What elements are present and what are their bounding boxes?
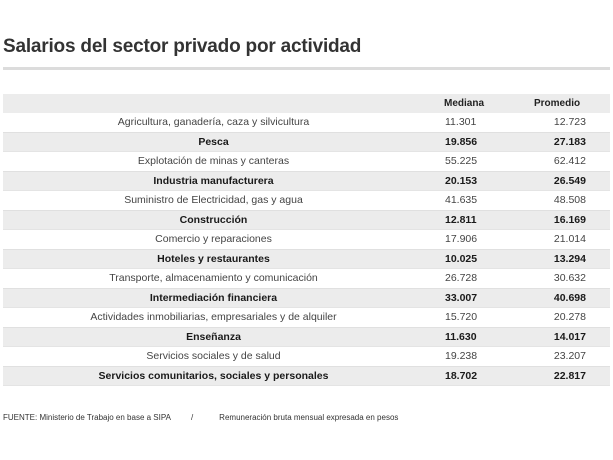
promedio-cell: 12.723 [553, 116, 586, 129]
table-row: Intermediación financiera 33.007 40.698 [3, 288, 610, 308]
activity-cell: Intermediación financiera [149, 291, 278, 304]
table-header-row: Mediana Promedio [3, 94, 610, 113]
mediana-cell: 15.720 [445, 311, 478, 324]
promedio-cell: 16.169 [553, 213, 586, 226]
promedio-cell: 30.632 [553, 272, 586, 285]
footer-note: Remuneración bruta mensual expresada en … [219, 413, 399, 422]
promedio-cell: 21.014 [553, 233, 586, 246]
promedio-cell: 22.817 [553, 369, 586, 382]
mediana-cell: 17.906 [445, 233, 478, 246]
footer: FUENTE: Ministerio de Trabajo en base a … [3, 413, 398, 422]
page-title: Salarios del sector privado por activida… [3, 36, 362, 57]
salary-table: Mediana Promedio Agricultura, ganadería,… [3, 94, 610, 386]
table-row: Hoteles y restaurantes 10.025 13.294 [3, 249, 610, 269]
table-row: Comercio y reparaciones 17.906 21.014 [3, 230, 610, 250]
header-promedio: Promedio [534, 98, 581, 109]
footer-source: FUENTE: Ministerio de Trabajo en base a … [3, 413, 171, 422]
title-divider [3, 67, 610, 70]
activity-cell: Industria manufacturera [153, 174, 274, 187]
mediana-cell: 11.301 [445, 116, 477, 129]
promedio-cell: 26.549 [553, 174, 586, 187]
promedio-cell: 48.508 [553, 194, 586, 207]
header-mediana: Mediana [444, 98, 485, 109]
table-row: Actividades inmobiliarias, empresariales… [3, 308, 610, 328]
activity-cell: Actividades inmobiliarias, empresariales… [90, 311, 337, 324]
mediana-cell: 20.153 [445, 174, 478, 187]
table-row: Construcción 12.811 16.169 [3, 210, 610, 230]
mediana-cell: 41.635 [445, 194, 478, 207]
promedio-cell: 13.294 [553, 252, 586, 265]
table-row: Explotación de minas y canteras 55.225 62.… [3, 152, 610, 172]
mediana-cell: 19.238 [445, 350, 478, 363]
mediana-cell: 33.007 [445, 291, 478, 304]
table-row: Servicios sociales y de salud 19.238 23.20… [3, 347, 610, 367]
mediana-cell: 55.225 [445, 155, 478, 168]
activity-cell: Comercio y reparaciones [155, 233, 272, 246]
mediana-cell: 26.728 [445, 272, 478, 285]
mediana-cell: 10.025 [445, 252, 478, 265]
mediana-cell: 18.702 [445, 369, 478, 382]
activity-cell: Construcción [179, 213, 248, 226]
activity-cell: Agricultura, ganadería, caza y silvicult… [117, 116, 310, 129]
table-row: Transporte, almacenamiento y comunicació… [3, 269, 610, 289]
activity-cell: Pesca [198, 135, 229, 148]
table-body: Agricultura, ganadería, caza y silvicult… [3, 113, 610, 386]
activity-cell: Hoteles y restaurantes [157, 252, 270, 265]
activity-cell: Enseñanza [186, 330, 241, 343]
table-row: Suministro de Electricidad, gas y agua 41… [3, 191, 610, 211]
activity-cell: Explotación de minas y canteras [137, 155, 290, 168]
promedio-cell: 20.278 [553, 311, 586, 324]
table-row: Industria manufacturera 20.153 26.549 [3, 171, 610, 191]
table-row: Enseñanza 11.630 14.017 [3, 327, 610, 347]
mediana-cell: 12.811 [445, 213, 477, 226]
promedio-cell: 62.412 [553, 155, 586, 168]
activity-cell: Suministro de Electricidad, gas y agua [124, 194, 303, 207]
table-row: Agricultura, ganadería, caza y silvicult… [3, 113, 610, 133]
promedio-cell: 14.017 [553, 330, 586, 343]
promedio-cell: 40.698 [553, 291, 586, 304]
activity-cell: Servicios comunitarios, sociales y perso… [98, 369, 329, 382]
activity-cell: Transporte, almacenamiento y comunicació… [109, 272, 318, 285]
activity-cell: Servicios sociales y de salud [146, 350, 281, 363]
promedio-cell: 23.207 [553, 350, 586, 363]
promedio-cell: 27.183 [553, 135, 586, 148]
footer-separator: / [190, 413, 194, 422]
mediana-cell: 11.630 [445, 330, 477, 343]
table-row: Servicios comunitarios, sociales y perso… [3, 366, 610, 386]
table-row: Pesca 19.856 27.183 [3, 132, 610, 152]
mediana-cell: 19.856 [445, 135, 478, 148]
